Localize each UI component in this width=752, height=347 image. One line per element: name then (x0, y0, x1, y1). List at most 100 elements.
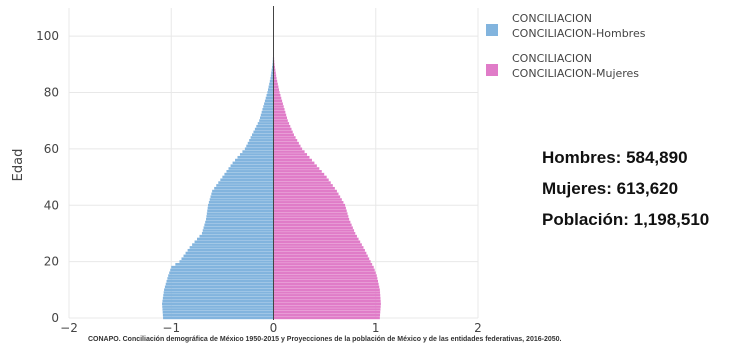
y-tick-label: 100 (36, 29, 59, 43)
bar (273, 136, 296, 139)
bar (162, 310, 274, 314)
bar (256, 124, 274, 128)
bar (181, 257, 274, 261)
bar (162, 305, 274, 308)
bar (273, 150, 305, 153)
bar (162, 299, 274, 303)
bar (269, 79, 274, 83)
y-tick-label: 20 (44, 255, 59, 269)
bar-area (162, 51, 381, 320)
bar (171, 265, 274, 269)
bar (273, 144, 301, 148)
bar (207, 209, 274, 213)
bar (273, 74, 277, 77)
bar (244, 147, 274, 151)
legend-label: CONCILIACION-Hombres (512, 27, 646, 40)
bar (273, 282, 379, 286)
bar (273, 130, 293, 134)
bar (264, 102, 274, 106)
bar (250, 136, 274, 139)
bar (207, 206, 274, 210)
bar (273, 170, 322, 173)
bar (273, 265, 374, 269)
bar (273, 71, 276, 75)
bar (273, 77, 277, 80)
bar (163, 294, 274, 297)
bar (273, 223, 352, 227)
bar (270, 74, 274, 77)
x-axis-ticks: −2 −1 0 1 2 (60, 321, 482, 335)
bar (273, 139, 298, 142)
bar (202, 229, 274, 232)
bar (220, 178, 274, 182)
bar (273, 93, 281, 97)
bar (273, 124, 291, 128)
bar (273, 105, 284, 108)
bar (242, 150, 274, 153)
source-note: CONAPO. Conciliación demográfica de Méxi… (88, 336, 562, 343)
bar (273, 302, 381, 306)
bar (187, 248, 274, 252)
bar (271, 71, 274, 75)
bar (273, 192, 339, 196)
legend-item[interactable]: CONCILIACION CONCILIACION-Mujeres (486, 52, 639, 80)
bar (263, 105, 274, 108)
bar (203, 226, 274, 230)
y-axis-title: Edad (11, 149, 26, 182)
bar (201, 232, 274, 235)
bar (239, 153, 274, 156)
bar (273, 313, 381, 317)
bar (273, 268, 375, 272)
bar (273, 232, 356, 235)
bar (228, 167, 274, 170)
bar (273, 155, 310, 159)
bar (273, 294, 381, 297)
bar (273, 308, 381, 311)
bar (273, 186, 335, 190)
stat-mujeres: Mujeres: 613,620 (542, 179, 678, 198)
bar (273, 229, 355, 232)
bar (230, 164, 274, 168)
bar (273, 65, 275, 69)
bar (273, 254, 368, 258)
bar (273, 243, 362, 246)
bar (273, 172, 325, 176)
bar (194, 240, 274, 244)
bar (260, 116, 274, 120)
bar (267, 88, 274, 91)
bar (273, 206, 346, 210)
bar (273, 122, 290, 125)
bar (212, 189, 274, 193)
bar (206, 215, 274, 218)
bar (273, 251, 367, 255)
bar (222, 175, 274, 179)
x-tick-label: 2 (474, 321, 482, 335)
legend[interactable]: CONCILIACIONCONCILIACION-HombresCONCILIA… (486, 12, 646, 80)
bar (192, 243, 274, 246)
bar (273, 164, 317, 168)
bar (216, 184, 274, 187)
bar (273, 91, 280, 94)
y-tick-label: 40 (44, 198, 59, 212)
bar (273, 79, 278, 83)
bar (165, 282, 274, 286)
bar (211, 192, 274, 196)
bar (197, 237, 274, 241)
legend-item[interactable]: CONCILIACION CONCILIACION-Hombres (486, 12, 646, 40)
bar (273, 285, 380, 289)
legend-label: CONCILIACION-Mujeres (512, 67, 639, 80)
x-tick-label: 1 (372, 321, 380, 335)
bar (167, 277, 274, 280)
bar (273, 257, 370, 261)
bar (273, 288, 380, 292)
bar (273, 127, 292, 131)
bar (273, 274, 377, 277)
bar (273, 62, 275, 66)
bar (273, 209, 347, 213)
bar (266, 93, 274, 97)
bar (273, 212, 348, 215)
bar (273, 203, 346, 207)
series-hombres (162, 51, 274, 320)
